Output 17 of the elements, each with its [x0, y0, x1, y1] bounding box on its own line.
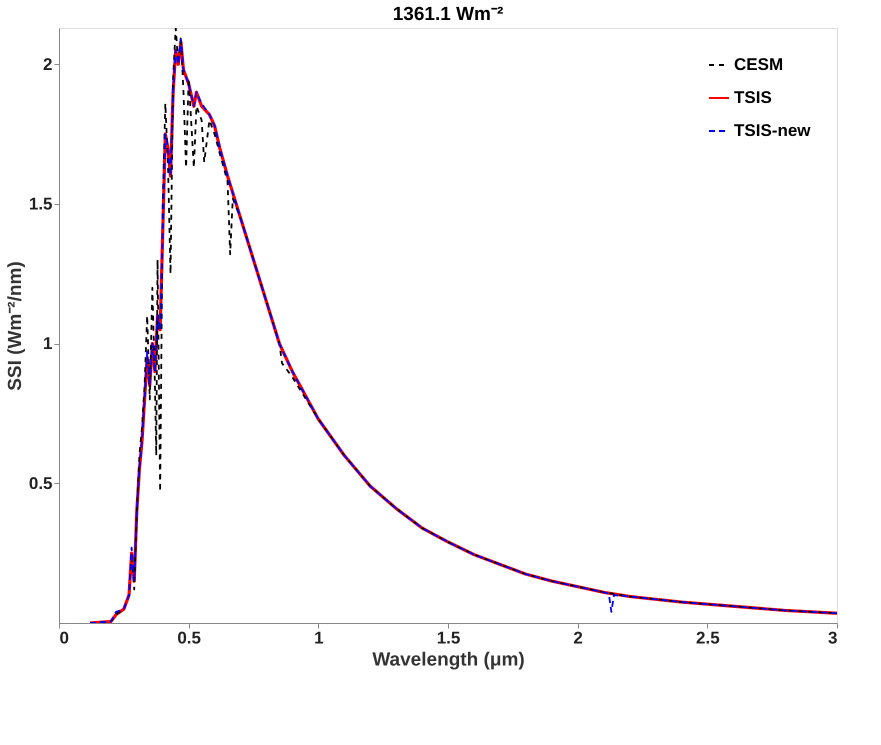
x-tick-label: 1	[314, 628, 324, 648]
y-tick-label: 1.5	[28, 194, 52, 214]
y-tick-label: 1	[43, 334, 52, 354]
chart-title: 1361.1 Wm⁻²	[392, 4, 504, 25]
x-tick-label: 3	[828, 628, 838, 648]
x-tick-label: 0	[60, 628, 69, 648]
x-tick-label: 0.5	[177, 628, 201, 648]
legend-label: CESM	[734, 55, 784, 74]
x-axis-title: Wavelength (μm)	[372, 650, 525, 670]
y-axis-title: SSI (Wm⁻²/nm)	[4, 261, 26, 391]
x-tick-label: 2	[573, 628, 583, 648]
y-tick-label: 2	[43, 54, 52, 74]
y-tick-label: 0.5	[28, 474, 52, 493]
legend-label: TSIS-new	[734, 121, 812, 140]
x-tick-label: 1.5	[436, 628, 460, 648]
x-tick-label: 2.5	[696, 628, 720, 648]
legend-label: TSIS	[734, 88, 772, 107]
